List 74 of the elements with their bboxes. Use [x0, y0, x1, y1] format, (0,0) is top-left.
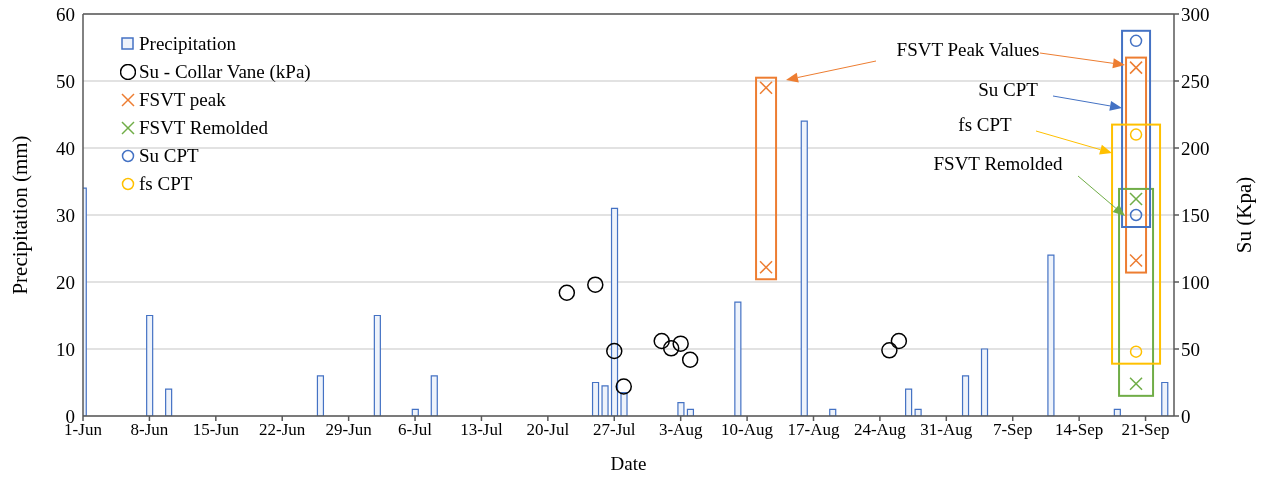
x-tick-label: 6-Jul — [398, 420, 433, 440]
legend-label: FSVT peak — [139, 88, 226, 112]
legend-label: Su CPT — [139, 144, 199, 168]
y-tick-label: 30 — [56, 204, 75, 226]
x-tick-label: 3-Aug — [658, 420, 703, 440]
x-tick-label: 24-Aug — [853, 420, 907, 440]
point — [653, 332, 670, 350]
bar — [601, 385, 609, 416]
bar — [905, 388, 913, 416]
point — [1129, 345, 1143, 358]
y-tick-label: 20 — [56, 271, 75, 293]
point — [1129, 34, 1143, 48]
bar — [610, 207, 619, 416]
bar — [165, 388, 173, 416]
y2-tick-label: 250 — [1181, 70, 1210, 92]
point — [672, 335, 689, 352]
legend-label: FSVT Remolded — [139, 116, 268, 140]
bar — [980, 348, 989, 416]
point — [615, 378, 633, 395]
legend-label: fs CPT — [139, 172, 193, 196]
y2-axis-title: Su (Kpa) — [1231, 176, 1256, 254]
y2-tick-label: 300 — [1181, 3, 1210, 25]
bar — [373, 314, 381, 416]
x-tick-label: 8-Jun — [130, 420, 169, 440]
legend-label: Precipitation — [139, 32, 237, 56]
x-tick-label: 10-Aug — [721, 420, 774, 440]
point — [890, 332, 908, 350]
bar — [620, 391, 628, 416]
bar — [914, 408, 922, 416]
x-tick-label: 20-Jul — [526, 420, 570, 440]
y-tick-label: 10 — [56, 338, 75, 360]
y-axis-title: Precipitation (mm) — [7, 135, 32, 295]
bar — [1161, 381, 1169, 416]
x-tick-label: 27-Jul — [593, 420, 636, 440]
x-tick-label: 17-Aug — [787, 420, 840, 440]
y2-tick-label: 0 — [1181, 405, 1191, 427]
point — [881, 342, 898, 359]
x-tick-label: 29-Jun — [325, 420, 373, 440]
bar — [961, 375, 970, 416]
bar — [146, 314, 154, 416]
annotation: FSVT Peak Values — [896, 39, 1040, 61]
point — [662, 340, 680, 357]
bar — [316, 375, 325, 416]
y-tick-label: 60 — [56, 3, 75, 25]
x-tick-label: 15-Jun — [192, 420, 240, 440]
y-tick-label: 50 — [56, 70, 75, 92]
y2-tick-label: 150 — [1181, 204, 1210, 226]
bar — [1047, 254, 1055, 416]
x-tick-label: 13-Jul — [460, 420, 503, 440]
x-tick-label: 14-Sep — [1055, 420, 1104, 440]
y2-tick-label: 50 — [1181, 338, 1200, 360]
y2-tick-label: 200 — [1181, 137, 1210, 159]
annotation: fs CPT — [958, 114, 1013, 136]
point — [587, 276, 604, 293]
bar — [734, 301, 742, 416]
y-tick-label: 40 — [56, 137, 75, 159]
x-tick-label: 21-Sep — [1121, 420, 1170, 440]
point — [606, 342, 623, 360]
x-tick-label: 7-Sep — [992, 420, 1033, 440]
bar — [591, 381, 600, 416]
legend-label: Su - Collar Vane (kPa) — [139, 60, 311, 84]
point — [558, 284, 576, 301]
annotation: Su CPT — [978, 79, 1039, 101]
x-tick-label: 22-Jun — [259, 420, 306, 440]
point — [1129, 128, 1143, 141]
point — [681, 351, 699, 368]
bar — [800, 120, 808, 416]
bar — [677, 402, 685, 416]
annotation: FSVT Remolded — [933, 153, 1063, 175]
y2-tick-label: 100 — [1181, 271, 1210, 293]
x-tick-label: 31-Aug — [920, 420, 973, 440]
bar — [430, 375, 438, 416]
x-axis-title: Date — [610, 453, 647, 474]
point — [1129, 208, 1143, 222]
